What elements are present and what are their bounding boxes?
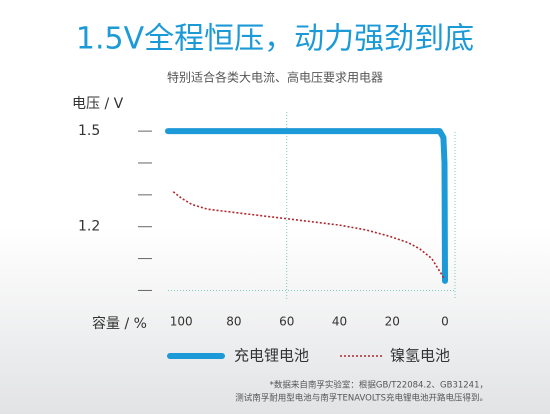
x-tick-label: 80 bbox=[226, 315, 241, 329]
chart-title: 1.5V全程恒压，动力强劲到底 bbox=[76, 22, 474, 57]
footnote: 测试南孚耐用型电池与南孚TENAVOLTS充电锂电池开路电压得到。 bbox=[235, 393, 488, 404]
series-line bbox=[165, 128, 448, 284]
x-tick-label: 60 bbox=[279, 315, 294, 329]
x-tick-label: 0 bbox=[441, 315, 449, 329]
y-tick-label: 1.5 bbox=[78, 123, 100, 139]
chart-subtitle: 特别适合各类大电流、高电压要求用电器 bbox=[167, 70, 383, 85]
footnote: *数据来自南孚实验室：根据GB/T22084.2、GB31241， bbox=[270, 380, 488, 391]
y-tick-label: 1.2 bbox=[78, 219, 100, 235]
legend-label: 镍氢电池 bbox=[390, 347, 450, 365]
legend-label: 充电锂电池 bbox=[234, 347, 309, 365]
y-axis-label: 电压 / V bbox=[72, 96, 124, 112]
x-tick-label: 20 bbox=[385, 315, 400, 329]
x-tick-label: 40 bbox=[332, 315, 347, 329]
x-axis-label: 容量 / % bbox=[92, 315, 147, 332]
x-tick-label: 100 bbox=[170, 315, 193, 329]
